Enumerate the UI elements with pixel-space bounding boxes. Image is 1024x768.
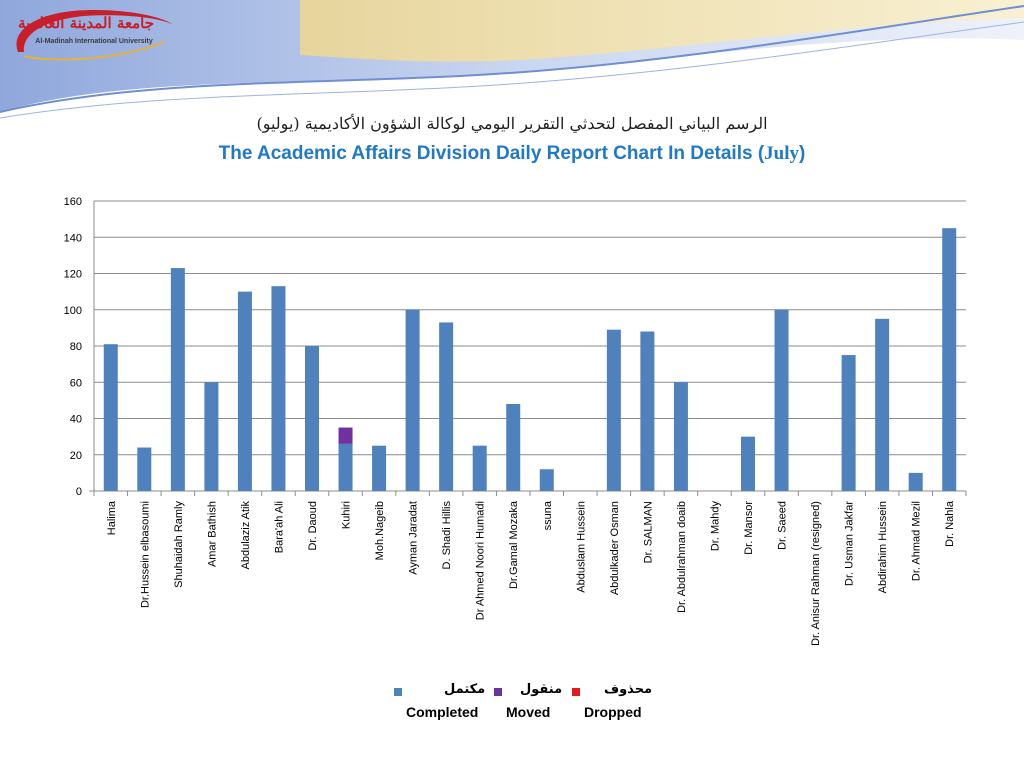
x-category-label: Dr. Daoud <box>307 501 319 551</box>
legend-swatch-completed <box>394 688 402 696</box>
x-category-label: Abdulkader Osman <box>609 501 621 595</box>
x-category-label: Dr. Abdulrahman doaib <box>676 501 688 613</box>
y-tick-label: 0 <box>76 486 82 498</box>
y-tick-label: 20 <box>70 450 82 462</box>
legend-label-dropped-arabic: محذوف <box>604 682 653 697</box>
bar-completed <box>640 331 655 491</box>
x-category-label: Moh.Nageib <box>374 501 386 560</box>
x-category-label: Kuhiri <box>341 501 353 529</box>
bar-completed <box>841 355 856 491</box>
bar-completed <box>305 346 319 491</box>
logo-swoosh-icon <box>16 10 172 61</box>
x-category-label: Dr. Mansor <box>743 501 755 555</box>
y-tick-label: 60 <box>70 377 82 389</box>
y-tick-label: 100 <box>64 305 82 317</box>
x-category-label: Halima <box>106 500 118 535</box>
bar-completed <box>539 469 554 491</box>
university-logo: جامعة المدينة العالمية Al-Madinah Intern… <box>4 2 174 66</box>
x-category-label: Dr. Ahmad Mezil <box>911 501 923 581</box>
x-category-label: Dr. Usman Jakfar <box>844 501 856 586</box>
legend-label-moved-arabic: منقول <box>520 682 563 697</box>
legend-swatch-dropped <box>572 688 580 696</box>
bar-completed <box>405 309 420 491</box>
bar-completed <box>875 318 890 491</box>
chart-title-english: The Academic Affairs Division Daily Repo… <box>100 143 924 165</box>
bar-completed <box>606 329 621 491</box>
x-category-label: ssuna <box>542 500 554 530</box>
bar-completed <box>170 268 185 491</box>
title-english-main: The Academic Affairs Division Daily Repo… <box>218 143 765 164</box>
bar-completed <box>673 382 688 491</box>
legend-label-completed-arabic: مكتمل <box>444 682 486 697</box>
x-category-label: Bara'ah Ali <box>273 501 285 553</box>
bar-completed <box>506 404 521 491</box>
legend-label-dropped: Dropped <box>584 704 642 720</box>
bar-completed <box>271 286 286 491</box>
y-tick-label: 160 <box>64 196 82 208</box>
x-category-label: Dr.Hussein elbasoumi <box>139 501 151 608</box>
logo-arabic-name: جامعة المدينة العالمية <box>18 14 154 32</box>
bar-chart: 0 20 40 60 80 100 120 140 160 Halima Dr.Hussein el… <box>64 196 967 646</box>
x-category-label: Ayman Jaradat <box>408 501 420 575</box>
bar-completed <box>103 344 118 491</box>
y-tick-label: 120 <box>64 269 82 281</box>
x-category-label: Abdulaziz Atik <box>240 501 252 570</box>
y-tick-label: 40 <box>70 414 82 426</box>
title-english-close: ) <box>799 143 806 164</box>
y-tick-label: 80 <box>70 341 82 353</box>
x-category-label: Shuhaidah Ramly <box>173 501 185 588</box>
bar-moved <box>338 427 353 444</box>
bar-completed <box>204 382 219 491</box>
bar-completed <box>372 445 387 491</box>
x-category-label: Dr.Gamal Mozaka <box>508 500 520 589</box>
bar-completed <box>439 322 454 491</box>
x-category-label: Abduslam Hussein <box>575 501 587 593</box>
title-english-month: July <box>764 143 800 164</box>
bar-completed <box>237 291 252 491</box>
x-category-label: Amar Bathish <box>206 501 218 567</box>
bar-completed <box>137 447 152 491</box>
x-category-label: Dr. SALMAN <box>642 501 654 563</box>
bar-completed <box>741 436 755 491</box>
bar-completed <box>774 309 789 491</box>
header-swoosh-decoration <box>0 0 1024 119</box>
x-category-label: Dr Ahmed Noori Humadi <box>475 501 487 620</box>
bar-completed <box>942 228 957 491</box>
x-category-label: Dr. Nahla <box>944 500 956 547</box>
x-category-label: Dr. Saeed <box>777 501 789 550</box>
logo-english-name: Al-Madinah International University <box>35 38 153 45</box>
x-category-label: Abdirahim Hussein <box>877 501 889 593</box>
x-category-label: Dr. Anisur Rahman (resigned) <box>810 501 822 646</box>
legend-label-completed: Completed <box>406 704 479 720</box>
x-category-label: D. Shadi Hillis <box>441 501 453 570</box>
bar-completed <box>338 443 353 491</box>
legend-label-moved: Moved <box>506 704 551 720</box>
x-category-label: Dr. Mahdy <box>709 501 721 552</box>
legend-swatch-moved <box>494 688 502 696</box>
chart-title-arabic: الرسم البياني المفصل لتحدثي التقرير اليو… <box>256 114 768 133</box>
bar-completed <box>472 445 487 491</box>
bar-completed <box>908 472 923 491</box>
y-tick-label: 140 <box>64 232 82 244</box>
